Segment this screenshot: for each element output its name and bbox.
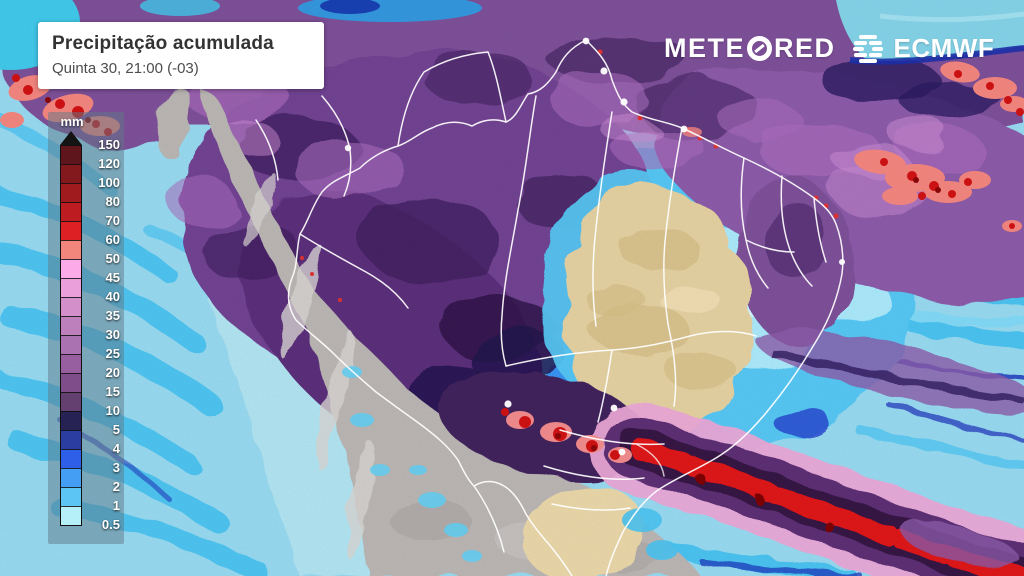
legend-stop-label: 4 xyxy=(112,441,120,456)
ecmwf-text: ECMWF xyxy=(893,32,995,63)
legend-stop-label: 40 xyxy=(105,289,120,304)
legend-stop-label: 0.5 xyxy=(101,517,120,532)
branding: METE RED ECMWF xyxy=(664,30,994,66)
city-dots xyxy=(344,37,845,456)
legend-cell xyxy=(61,468,81,487)
legend-stop-label: 2 xyxy=(112,479,120,494)
swirl-o-icon xyxy=(747,35,773,61)
legend-cell xyxy=(61,354,81,373)
legend-stop-label: 5 xyxy=(112,422,120,437)
legend-stop-label: 35 xyxy=(105,308,120,323)
legend-stop-label: 50 xyxy=(105,251,120,266)
legend-cell xyxy=(61,221,81,240)
legend-cell xyxy=(61,146,81,164)
legend-stop-label: 120 xyxy=(98,156,120,171)
legend-cell xyxy=(61,297,81,316)
legend-stop-label: 60 xyxy=(105,232,120,247)
legend-unit-label: mm xyxy=(60,114,84,129)
legend-cell xyxy=(61,183,81,202)
legend-arrow-icon xyxy=(60,131,82,145)
legend-cell xyxy=(61,202,81,221)
legend-stop-label: 45 xyxy=(105,270,120,285)
legend-cell xyxy=(61,164,81,183)
ecmwf-globe-icon xyxy=(852,35,883,63)
map-datetime: Quinta 30, 21:00 (-03) xyxy=(52,60,199,77)
legend-stop-label: 30 xyxy=(105,327,120,342)
legend-cell xyxy=(61,487,81,506)
legend-cell xyxy=(61,316,81,335)
ecmwf-logo: ECMWF xyxy=(850,30,995,66)
legend-stop-label: 70 xyxy=(105,213,120,228)
legend-cell xyxy=(61,392,81,411)
legend-cell xyxy=(61,335,81,354)
legend-cell xyxy=(61,430,81,449)
legend-stop-label: 10 xyxy=(105,403,120,418)
legend-cell xyxy=(61,259,81,278)
map-title: Precipitação acumulada xyxy=(52,33,274,54)
legend-stop-label: 15 xyxy=(105,384,120,399)
precipitation-legend: mm 150 120 100 80 70 60 50 45 40 35 30 25 20 15 10 5 4 3 2… xyxy=(48,112,124,544)
legend-cell xyxy=(61,278,81,297)
legend-cell xyxy=(61,411,81,430)
legend-stop-label: 25 xyxy=(105,346,120,361)
meteored-logo: METE RED xyxy=(664,33,836,64)
legend-stop-label: 1 xyxy=(112,498,120,513)
legend-stop-label: 3 xyxy=(112,460,120,475)
legend-stop-label: 20 xyxy=(105,365,120,380)
legend-stop-label: 150 xyxy=(98,137,120,152)
legend-cell xyxy=(61,240,81,259)
legend-stop-label: 80 xyxy=(105,194,120,209)
title-card: Precipitação acumulada Quinta 30, 21:00 … xyxy=(38,22,324,89)
legend-cell xyxy=(61,373,81,392)
legend-stop-label: 100 xyxy=(98,175,120,190)
meteored-text-right: RED xyxy=(774,32,836,63)
legend-bar xyxy=(60,145,82,526)
meteored-text-left: METE xyxy=(664,32,746,63)
legend-cell xyxy=(61,506,81,525)
legend-cell xyxy=(61,449,81,468)
